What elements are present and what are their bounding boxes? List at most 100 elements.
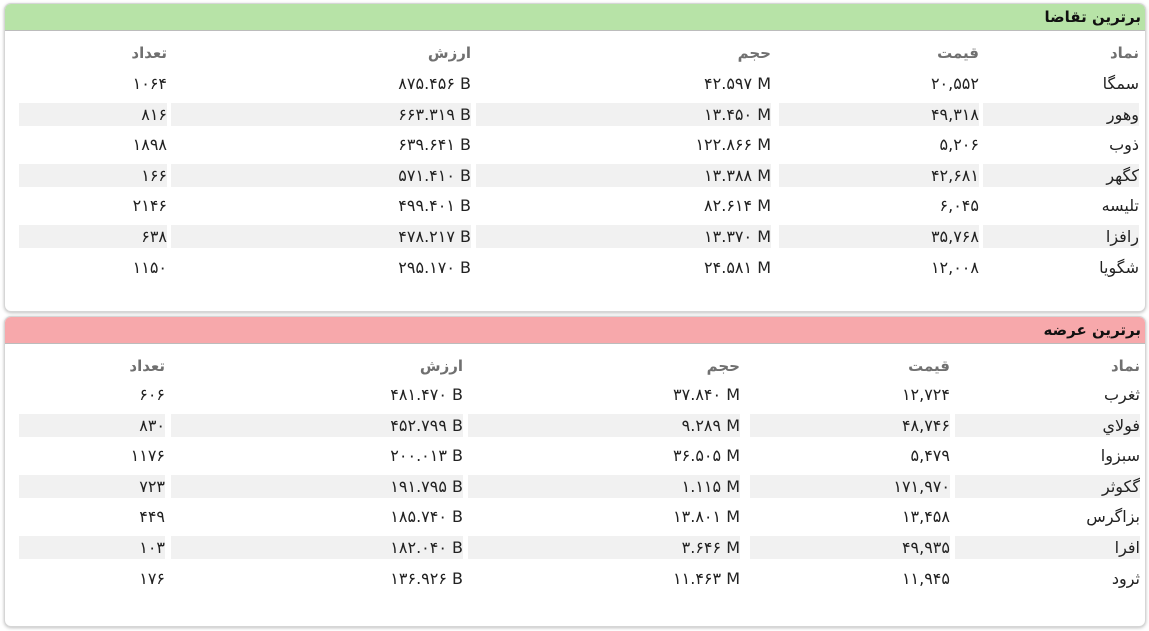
table-row[interactable]: افرا ۴۹,۹۳۵ ۳.۶۴۶ M ۱۸۲.۰۴۰ B ۱۰۳ xyxy=(5,534,1145,561)
value-cell: ۶۳۹.۶۴۱ B xyxy=(398,135,471,154)
value-cell: ۸۷۵.۴۵۶ B xyxy=(398,74,471,93)
value-cell: ۲۰۰.۰۱۳ B xyxy=(390,446,463,465)
column-header-volume[interactable]: حجم xyxy=(706,357,740,375)
top-supply-title: برترین عرضه xyxy=(5,317,1145,344)
symbol-cell[interactable]: ذوب xyxy=(1109,135,1139,154)
price-cell: ۲۰,۵۵۲ xyxy=(930,74,979,93)
column-header-volume[interactable]: حجم xyxy=(737,44,771,62)
symbol-cell[interactable]: افرا xyxy=(955,536,1140,559)
count-cell: ۲۱۴۶ xyxy=(132,196,167,215)
price-cell: ۵,۴۷۹ xyxy=(910,446,950,465)
table-row[interactable]: ذوب ۵,۲۰۶ ۱۲۲.۸۶۶ M ۶۳۹.۶۴۱ B ۱۸۹۸ xyxy=(5,131,1145,158)
table-row[interactable]: ثرود ۱۱,۹۴۵ ۱۱.۴۶۳ M ۱۳۶.۹۲۶ B ۱۷۶ xyxy=(5,565,1145,592)
count-cell: ۶۰۶ xyxy=(139,385,165,404)
table-row[interactable]: سمگا ۲۰,۵۵۲ ۴۲.۵۹۷ M ۸۷۵.۴۵۶ B ۱۰۶۴ xyxy=(5,70,1145,97)
price-cell: ۱۲,۷۲۴ xyxy=(901,385,950,404)
symbol-cell[interactable]: رافزا xyxy=(983,225,1139,248)
value-cell: ۱۳۶.۹۲۶ B xyxy=(390,569,463,588)
table-row[interactable]: بزاگرس ۱۳,۴۵۸ ۱۳.۸۰۱ M ۱۸۵.۷۴۰ B ۴۴۹ xyxy=(5,503,1145,530)
symbol-cell[interactable]: سمگا xyxy=(1102,74,1139,93)
count-cell: ۱۰۳ xyxy=(19,536,165,559)
table-row[interactable]: سبزوا ۵,۴۷۹ ۳۶.۵۰۵ M ۲۰۰.۰۱۳ B ۱۱۷۶ xyxy=(5,442,1145,469)
column-header-price[interactable]: قیمت xyxy=(937,44,979,62)
price-cell: ۴۹,۳۱۸ xyxy=(779,103,979,126)
symbol-cell[interactable]: فولاي xyxy=(955,414,1140,437)
volume-cell: ۳.۶۴۶ M xyxy=(468,536,740,559)
volume-cell: ۱۲۲.۸۶۶ M xyxy=(695,135,771,154)
supply-header-row: نماد قیمت حجم ارزش تعداد xyxy=(5,353,1145,380)
column-header-value[interactable]: ارزش xyxy=(427,44,471,62)
price-cell: ۴۸,۷۴۶ xyxy=(750,414,950,437)
price-cell: ۱۱,۹۴۵ xyxy=(901,569,950,588)
volume-cell: ۱۳.۳۷۰ M xyxy=(476,225,771,248)
value-cell: ۱۸۲.۰۴۰ B xyxy=(171,536,463,559)
count-cell: ۶۳۸ xyxy=(19,225,167,248)
column-header-count[interactable]: تعداد xyxy=(131,44,167,62)
value-cell: ۱۸۵.۷۴۰ B xyxy=(390,507,463,526)
symbol-cell[interactable]: سبزوا xyxy=(1100,446,1140,465)
volume-cell: ۲۴.۵۸۱ M xyxy=(704,258,771,277)
count-cell: ۱۰۶۴ xyxy=(132,74,167,93)
value-cell: ۴۵۲.۷۹۹ B xyxy=(171,414,463,437)
demand-header-row: نماد قیمت حجم ارزش تعداد xyxy=(5,40,1145,67)
table-row[interactable]: تلیسه ۶,۰۴۵ ۸۲.۶۱۴ M ۴۹۹.۴۰۱ B ۲۱۴۶ xyxy=(5,192,1145,219)
symbol-cell[interactable]: کگهر xyxy=(983,164,1139,187)
value-cell: ۲۹۵.۱۷۰ B xyxy=(398,258,471,277)
count-cell: ۸۳۰ xyxy=(19,414,165,437)
volume-cell: ۱۳.۸۰۱ M xyxy=(673,507,740,526)
table-row[interactable]: گکوثر ۱۷۱,۹۷۰ ۱.۱۱۵ M ۱۹۱.۷۹۵ B ۷۲۳ xyxy=(5,473,1145,500)
symbol-cell[interactable]: شگویا xyxy=(1099,258,1139,277)
symbol-cell[interactable]: وهور xyxy=(983,103,1139,126)
count-cell: ۱۱۵۰ xyxy=(132,258,167,277)
symbol-cell[interactable]: تلیسه xyxy=(1101,196,1139,215)
count-cell: ۱۱۷۶ xyxy=(130,446,165,465)
column-header-price[interactable]: قیمت xyxy=(908,357,950,375)
symbol-cell[interactable]: ثرود xyxy=(1111,569,1140,588)
price-cell: ۴۲,۶۸۱ xyxy=(779,164,979,187)
value-cell: ۶۶۳.۳۱۹ B xyxy=(171,103,471,126)
symbol-cell[interactable]: گکوثر xyxy=(955,475,1140,498)
price-cell: ۴۹,۹۳۵ xyxy=(750,536,950,559)
volume-cell: ۳۷.۸۴۰ M xyxy=(673,385,740,404)
value-cell: ۱۹۱.۷۹۵ B xyxy=(171,475,463,498)
top-supply-panel: برترین عرضه نماد قیمت حجم ارزش تعداد ثغرب ۱۲,۷… xyxy=(4,316,1146,627)
volume-cell: ۱۱.۴۶۳ M xyxy=(673,569,740,588)
table-row[interactable]: رافزا ۳۵,۷۶۸ ۱۳.۳۷۰ M ۴۷۸.۲۱۷ B ۶۳۸ xyxy=(5,223,1145,250)
volume-cell: ۱۳.۴۵۰ M xyxy=(476,103,771,126)
volume-cell: ۹.۲۸۹ M xyxy=(468,414,740,437)
column-header-value[interactable]: ارزش xyxy=(419,357,463,375)
top-demand-panel: برترین تقاضا نماد قیمت حجم ارزش تعداد سمگا ۲۰,… xyxy=(4,3,1146,312)
price-cell: ۱۷۱,۹۷۰ xyxy=(750,475,950,498)
symbol-cell[interactable]: بزاگرس xyxy=(1086,507,1140,526)
price-cell: ۶,۰۴۵ xyxy=(939,196,979,215)
price-cell: ۳۵,۷۶۸ xyxy=(779,225,979,248)
price-cell: ۵,۲۰۶ xyxy=(939,135,979,154)
table-row[interactable]: کگهر ۴۲,۶۸۱ ۱۳.۳۸۸ M ۵۷۱.۴۱۰ B ۱۶۶ xyxy=(5,162,1145,189)
volume-cell: ۳۶.۵۰۵ M xyxy=(673,446,740,465)
volume-cell: ۱۳.۳۸۸ M xyxy=(476,164,771,187)
volume-cell: ۴۲.۵۹۷ M xyxy=(704,74,771,93)
symbol-cell[interactable]: ثغرب xyxy=(1103,385,1140,404)
column-header-name[interactable]: نماد xyxy=(1110,357,1140,375)
count-cell: ۷۲۳ xyxy=(19,475,165,498)
value-cell: ۴۹۹.۴۰۱ B xyxy=(398,196,471,215)
count-cell: ۴۴۹ xyxy=(139,507,165,526)
value-cell: ۴۸۱.۴۷۰ B xyxy=(390,385,463,404)
table-row[interactable]: شگویا ۱۲,۰۰۸ ۲۴.۵۸۱ M ۲۹۵.۱۷۰ B ۱۱۵۰ xyxy=(5,254,1145,281)
table-row[interactable]: وهور ۴۹,۳۱۸ ۱۳.۴۵۰ M ۶۶۳.۳۱۹ B ۸۱۶ xyxy=(5,101,1145,128)
column-header-name[interactable]: نماد xyxy=(1109,44,1139,62)
volume-cell: ۸۲.۶۱۴ M xyxy=(704,196,771,215)
value-cell: ۵۷۱.۴۱۰ B xyxy=(171,164,471,187)
table-row[interactable]: ثغرب ۱۲,۷۲۴ ۳۷.۸۴۰ M ۴۸۱.۴۷۰ B ۶۰۶ xyxy=(5,381,1145,408)
value-cell: ۴۷۸.۲۱۷ B xyxy=(171,225,471,248)
count-cell: ۸۱۶ xyxy=(19,103,167,126)
column-header-count[interactable]: تعداد xyxy=(129,357,165,375)
top-demand-title: برترین تقاضا xyxy=(5,4,1145,31)
count-cell: ۱۶۶ xyxy=(19,164,167,187)
table-row[interactable]: فولاي ۴۸,۷۴۶ ۹.۲۸۹ M ۴۵۲.۷۹۹ B ۸۳۰ xyxy=(5,412,1145,439)
count-cell: ۱۷۶ xyxy=(139,569,165,588)
price-cell: ۱۲,۰۰۸ xyxy=(930,258,979,277)
price-cell: ۱۳,۴۵۸ xyxy=(901,507,950,526)
count-cell: ۱۸۹۸ xyxy=(132,135,167,154)
volume-cell: ۱.۱۱۵ M xyxy=(468,475,740,498)
